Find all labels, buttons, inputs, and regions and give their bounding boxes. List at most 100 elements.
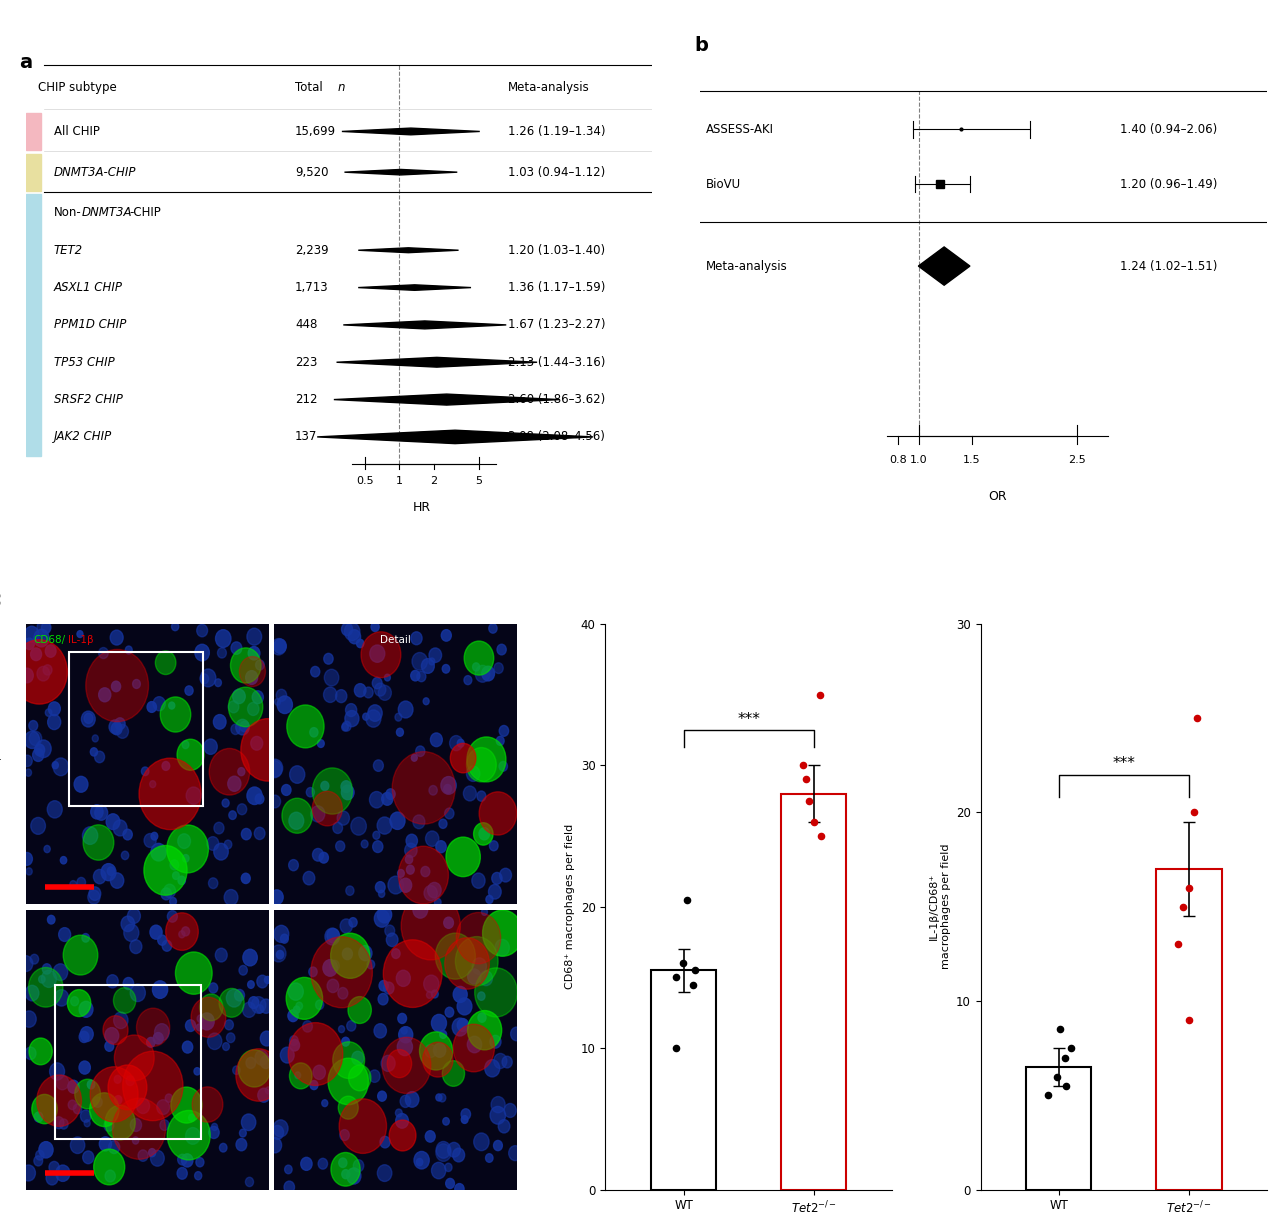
Circle shape	[401, 1027, 407, 1034]
Circle shape	[440, 777, 456, 794]
Circle shape	[324, 669, 339, 686]
Circle shape	[124, 924, 138, 941]
Circle shape	[268, 761, 282, 778]
Circle shape	[79, 1032, 88, 1043]
Circle shape	[230, 648, 261, 683]
Circle shape	[328, 1059, 369, 1105]
Circle shape	[425, 830, 439, 846]
Circle shape	[252, 691, 264, 704]
Circle shape	[214, 715, 227, 730]
Text: 1.20 (0.96–1.49): 1.20 (0.96–1.49)	[1120, 177, 1217, 191]
Text: OR: OR	[988, 490, 1007, 504]
Point	[1187, 709, 1207, 728]
Circle shape	[93, 1150, 124, 1185]
Circle shape	[32, 749, 44, 761]
Circle shape	[115, 1095, 122, 1104]
Circle shape	[319, 852, 329, 863]
Circle shape	[32, 1094, 58, 1124]
Circle shape	[19, 955, 33, 971]
Circle shape	[451, 743, 476, 773]
Circle shape	[47, 715, 60, 730]
Circle shape	[358, 946, 372, 960]
Polygon shape	[358, 248, 458, 253]
Circle shape	[374, 1023, 387, 1038]
Circle shape	[207, 1033, 221, 1050]
Circle shape	[477, 1012, 486, 1022]
Circle shape	[306, 788, 315, 796]
Circle shape	[228, 687, 262, 727]
Circle shape	[342, 1037, 349, 1046]
Circle shape	[178, 1155, 187, 1165]
Circle shape	[456, 936, 498, 986]
Circle shape	[504, 1104, 516, 1117]
Circle shape	[88, 890, 100, 904]
Text: 212: 212	[296, 393, 317, 405]
Circle shape	[182, 926, 189, 936]
Circle shape	[445, 1008, 453, 1017]
Circle shape	[246, 1057, 256, 1068]
Circle shape	[225, 1020, 233, 1029]
Circle shape	[132, 1136, 138, 1144]
Circle shape	[375, 881, 385, 892]
Circle shape	[201, 669, 216, 687]
Circle shape	[138, 1150, 148, 1162]
Circle shape	[110, 630, 123, 645]
Circle shape	[274, 925, 289, 942]
Circle shape	[508, 1146, 522, 1161]
Circle shape	[338, 987, 348, 999]
Circle shape	[152, 981, 168, 998]
Circle shape	[325, 929, 339, 944]
Text: BioVU: BioVU	[705, 177, 741, 191]
Circle shape	[68, 1100, 77, 1110]
Circle shape	[247, 787, 262, 805]
Circle shape	[397, 728, 403, 736]
Circle shape	[38, 1141, 52, 1158]
Circle shape	[351, 817, 366, 835]
Circle shape	[177, 739, 204, 771]
Polygon shape	[342, 129, 480, 135]
Circle shape	[477, 992, 485, 1000]
Circle shape	[396, 713, 402, 721]
Text: All CHIP: All CHIP	[54, 125, 100, 138]
Circle shape	[293, 1006, 300, 1014]
Circle shape	[200, 674, 209, 683]
Circle shape	[370, 792, 384, 809]
Circle shape	[115, 717, 125, 730]
Circle shape	[37, 666, 50, 681]
Text: 1,713: 1,713	[296, 282, 329, 294]
Point	[1167, 935, 1188, 954]
Circle shape	[440, 1031, 447, 1038]
Circle shape	[461, 1116, 468, 1123]
Circle shape	[323, 959, 338, 976]
Circle shape	[125, 1076, 134, 1085]
Circle shape	[335, 690, 347, 703]
Circle shape	[256, 1005, 264, 1014]
Circle shape	[362, 713, 369, 720]
Circle shape	[257, 975, 268, 988]
Point	[799, 790, 819, 810]
Circle shape	[411, 631, 422, 645]
Circle shape	[317, 739, 324, 748]
Point	[1184, 802, 1204, 822]
Circle shape	[472, 663, 480, 671]
Circle shape	[316, 1000, 324, 1010]
Circle shape	[219, 1144, 227, 1152]
Circle shape	[474, 1133, 489, 1151]
Circle shape	[163, 761, 170, 771]
Circle shape	[223, 799, 229, 807]
Circle shape	[168, 1111, 210, 1159]
Circle shape	[435, 1144, 451, 1162]
Circle shape	[165, 913, 198, 951]
Circle shape	[271, 1125, 284, 1140]
Circle shape	[160, 1119, 169, 1130]
Circle shape	[24, 639, 35, 649]
Circle shape	[424, 885, 438, 901]
Circle shape	[195, 1067, 201, 1076]
Circle shape	[483, 910, 522, 957]
Circle shape	[335, 841, 344, 851]
Circle shape	[234, 989, 244, 1000]
Circle shape	[214, 844, 228, 860]
Circle shape	[251, 997, 266, 1014]
Circle shape	[457, 998, 472, 1015]
Circle shape	[148, 1148, 156, 1157]
